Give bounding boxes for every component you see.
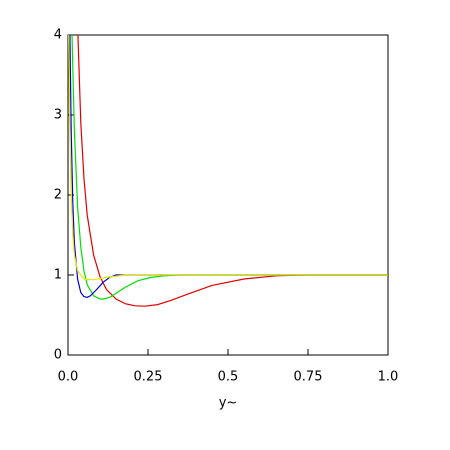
x-tick-label: 1.0 — [378, 370, 399, 385]
x-tick-label: 0.5 — [218, 370, 239, 385]
series-line — [71, 35, 388, 300]
y-tick-label: 4 — [54, 28, 62, 43]
series-line — [77, 35, 388, 307]
plot-area — [68, 35, 388, 307]
x-tick-label: 0.25 — [134, 370, 163, 385]
x-axis-label: y~ — [219, 396, 238, 411]
series-line — [69, 35, 388, 299]
x-tick-label: 0.0 — [58, 370, 79, 385]
y-tick-label: 1 — [54, 268, 62, 283]
y-tick-label: 0 — [54, 348, 62, 363]
y-tick-label: 2 — [54, 188, 62, 203]
x-tick-label: 0.75 — [294, 370, 323, 385]
y-tick-label: 3 — [54, 108, 62, 123]
plot-frame — [67, 34, 389, 356]
series-line — [68, 35, 388, 281]
